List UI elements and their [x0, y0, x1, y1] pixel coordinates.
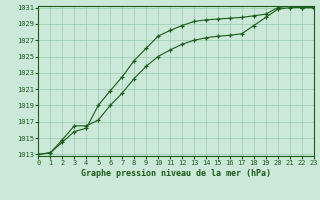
X-axis label: Graphe pression niveau de la mer (hPa): Graphe pression niveau de la mer (hPa): [81, 169, 271, 178]
